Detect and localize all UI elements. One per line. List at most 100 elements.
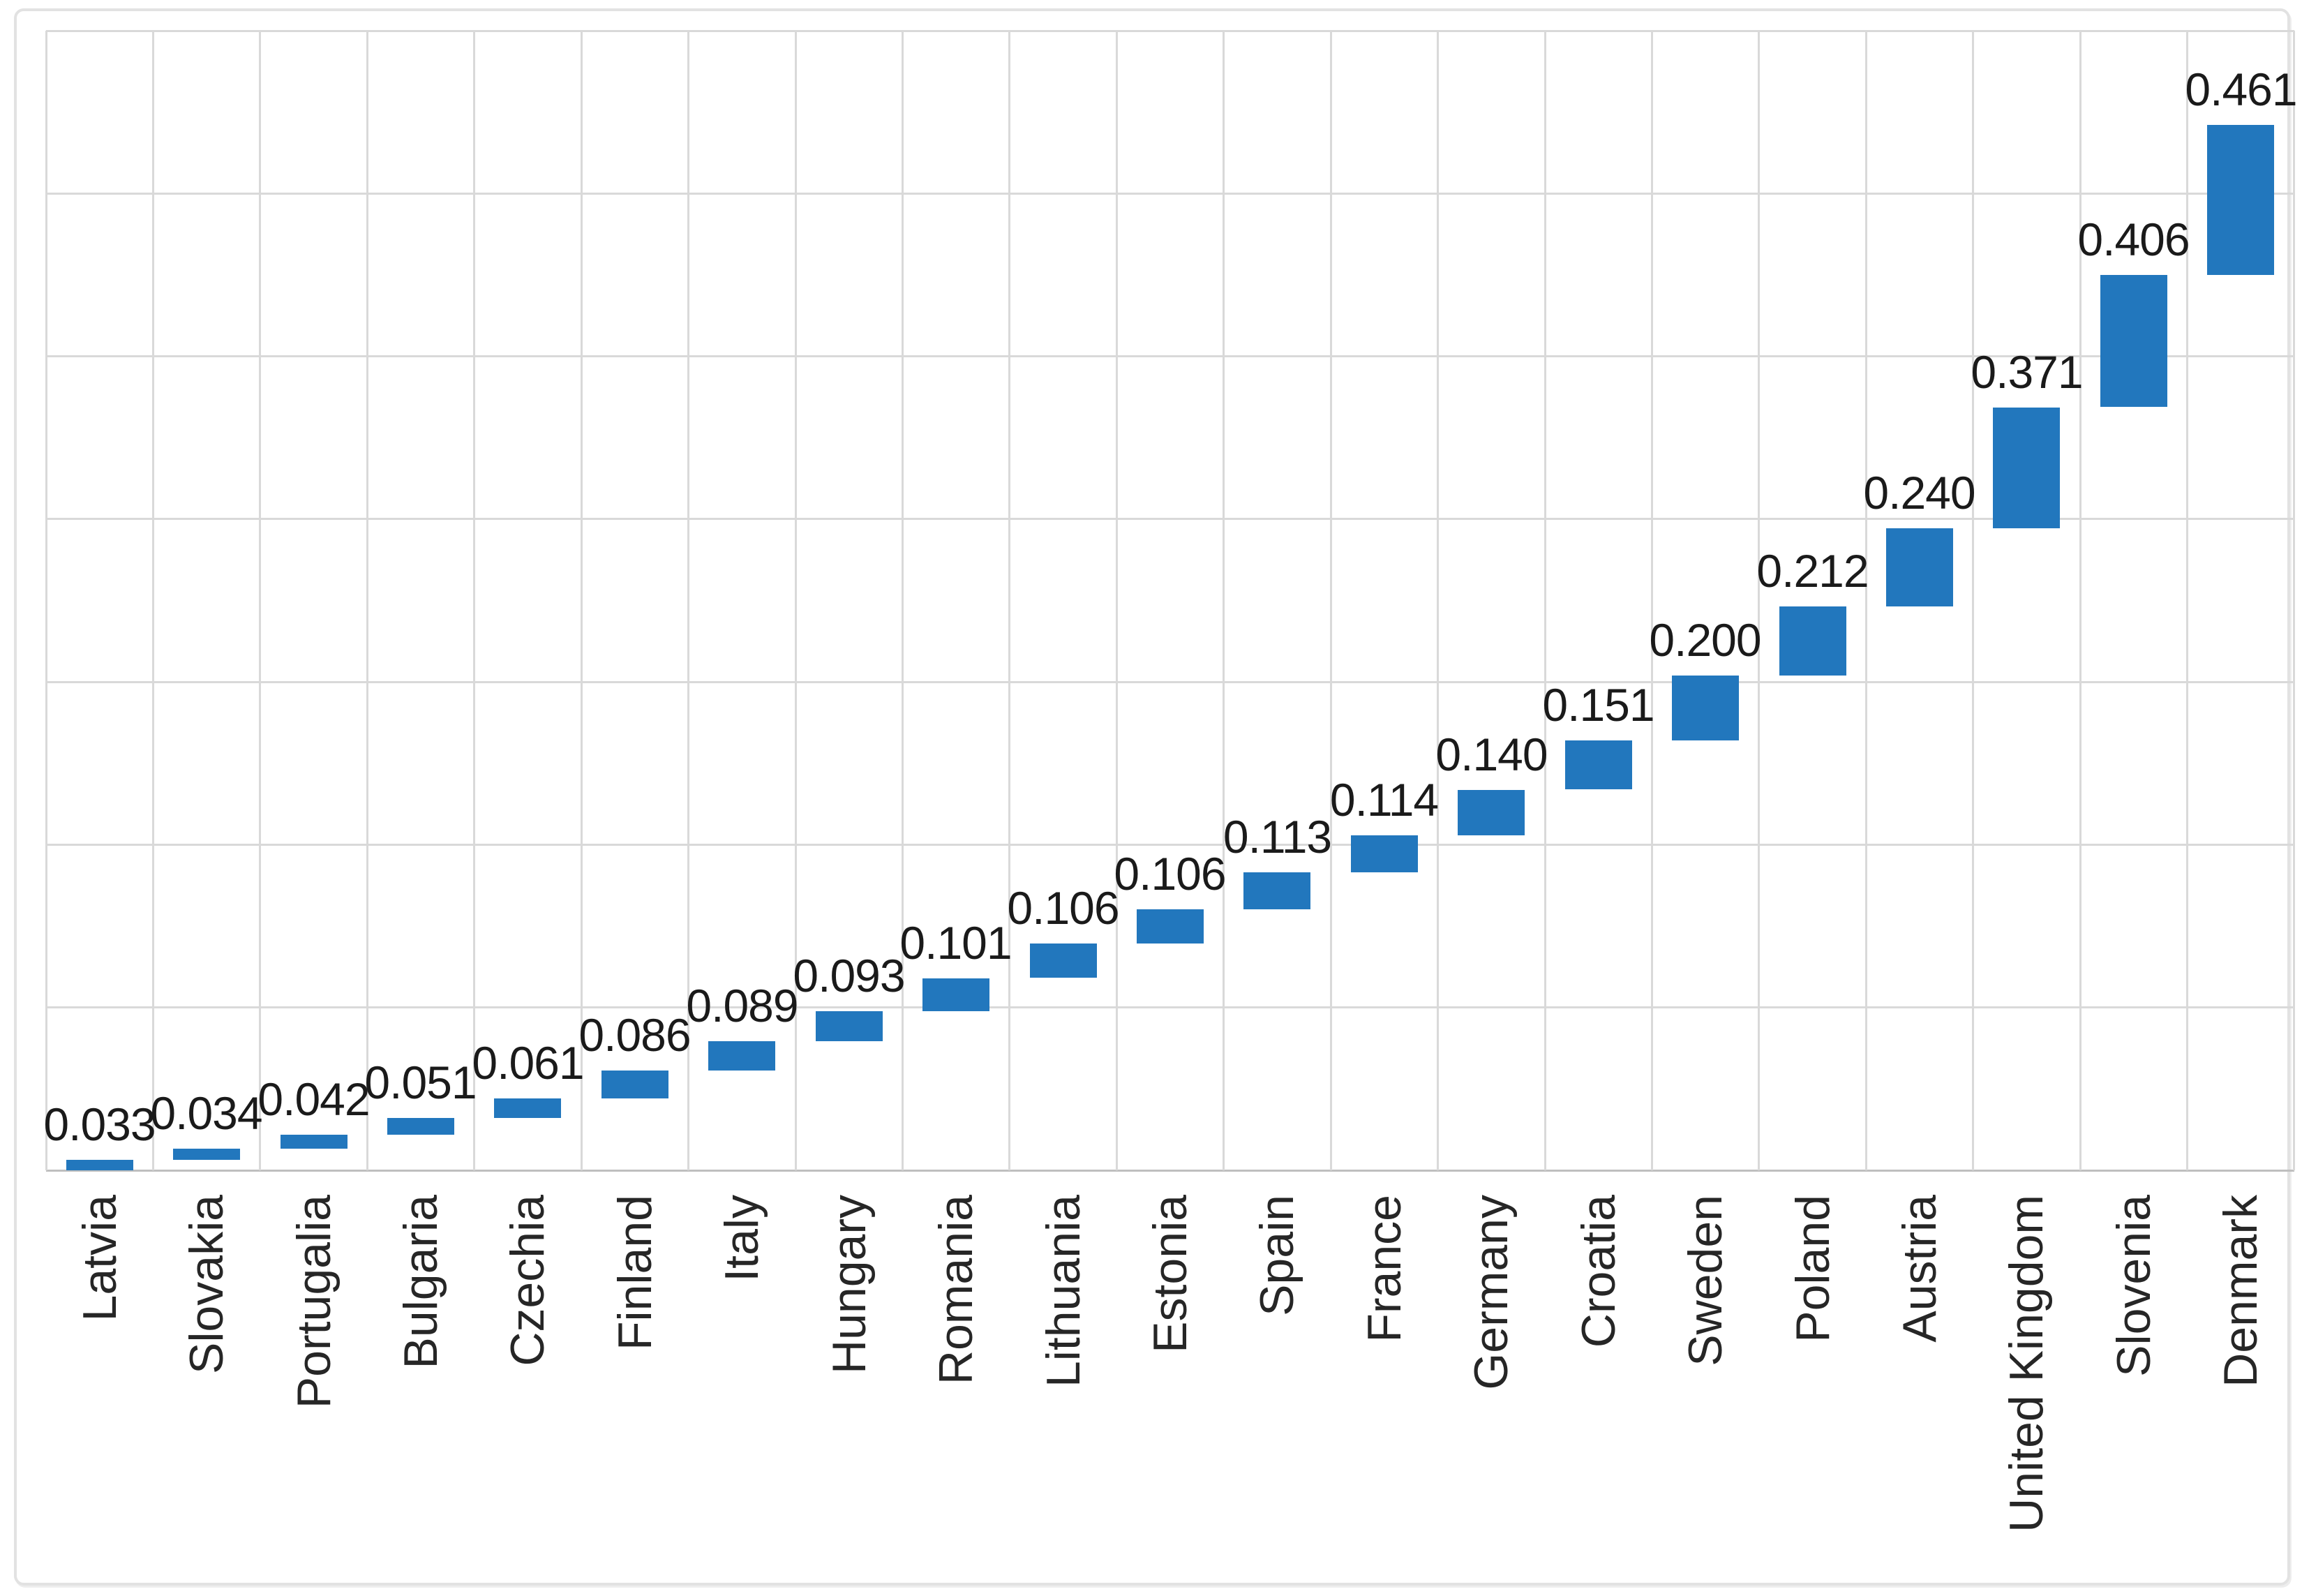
category-label-text: Portugalia	[287, 1195, 341, 1409]
bar-value-label: 0.101	[899, 917, 1012, 969]
category-label: Romania	[927, 1195, 985, 1385]
category-label-text: Romania	[929, 1195, 982, 1385]
gridline-vertical	[2293, 31, 2295, 1170]
category-label: Slovakia	[177, 1195, 236, 1374]
gridline-vertical	[902, 31, 904, 1170]
category-label-text: Bulgaria	[394, 1195, 447, 1369]
gridline-horizontal	[46, 681, 2294, 683]
category-label: Latvia	[70, 1195, 129, 1321]
bar-value-label: 0.240	[1863, 467, 1975, 519]
category-label-text: Lithuania	[1037, 1195, 1090, 1388]
waterfall-bar	[387, 1118, 454, 1135]
gridline-horizontal	[46, 193, 2294, 195]
category-label-text: Croatia	[1572, 1195, 1625, 1348]
gridline-vertical	[366, 31, 368, 1170]
gridline-vertical	[1865, 31, 1867, 1170]
bar-value-label: 0.106	[1114, 848, 1226, 900]
category-label: Poland	[1784, 1195, 1842, 1343]
category-label: Slovenia	[2105, 1195, 2163, 1377]
category-label: Bulgaria	[391, 1195, 450, 1369]
gridline-vertical	[473, 31, 475, 1170]
bar-value-label: 0.151	[1542, 679, 1654, 731]
waterfall-bar	[2207, 125, 2274, 275]
category-label: Finland	[606, 1195, 664, 1350]
category-label-text: Poland	[1786, 1195, 1839, 1343]
waterfall-bar	[708, 1041, 775, 1071]
gridline-horizontal	[46, 518, 2294, 520]
waterfall-bar	[494, 1098, 561, 1118]
gridline-vertical	[1330, 31, 1332, 1170]
category-label: Austria	[1890, 1195, 1949, 1343]
category-label: Estonia	[1141, 1195, 1199, 1353]
gridline-vertical	[1437, 31, 1439, 1170]
waterfall-bar	[1886, 528, 1953, 606]
gridline-vertical	[1544, 31, 1546, 1170]
waterfall-bar	[2100, 275, 2167, 407]
gridline-vertical	[1758, 31, 1760, 1170]
category-label-text: Slovakia	[180, 1195, 233, 1375]
category-label-text: Spain	[1250, 1195, 1303, 1316]
bar-value-label: 0.371	[1971, 346, 2083, 398]
gridline-vertical	[1116, 31, 1118, 1170]
bar-value-label: 0.033	[43, 1098, 156, 1150]
bar-value-label: 0.212	[1756, 545, 1869, 597]
category-label: Czechia	[498, 1195, 557, 1366]
gridline-horizontal	[46, 844, 2294, 846]
waterfall-bar	[816, 1011, 883, 1041]
gridline-vertical	[259, 31, 261, 1170]
category-label-text: France	[1358, 1195, 1411, 1343]
waterfall-bar	[173, 1149, 240, 1160]
gridline-vertical	[795, 31, 797, 1170]
category-label: Sweden	[1676, 1195, 1735, 1366]
category-label: Hungary	[820, 1195, 879, 1374]
waterfall-bar	[1993, 408, 2060, 528]
bar-value-label: 0.106	[1007, 882, 1119, 934]
category-label-text: Estonia	[1144, 1195, 1197, 1353]
gridline-vertical	[581, 31, 583, 1170]
waterfall-bar	[1137, 909, 1204, 944]
bar-value-label: 0.089	[686, 980, 798, 1031]
bar-value-label: 0.200	[1649, 614, 1761, 666]
bar-value-label: 0.086	[578, 1009, 691, 1061]
category-label: France	[1355, 1195, 1414, 1343]
waterfall-bar	[1779, 606, 1846, 676]
category-label: Denmark	[2211, 1195, 2270, 1387]
category-label-text: Czechia	[501, 1195, 554, 1366]
category-label: Germany	[1462, 1195, 1520, 1390]
gridline-vertical	[687, 31, 689, 1170]
category-label: Italy	[712, 1195, 771, 1282]
waterfall-bar	[66, 1160, 133, 1170]
chart-frame	[14, 8, 2290, 1586]
category-label: Spain	[1248, 1195, 1306, 1316]
bar-value-label: 0.051	[364, 1057, 477, 1108]
category-label-text: Latvia	[73, 1195, 126, 1322]
category-label-text: Austria	[1893, 1195, 1946, 1343]
category-label-text: Slovenia	[2107, 1195, 2160, 1377]
category-label-text: United Kingdom	[2000, 1195, 2053, 1532]
waterfall-bar	[1030, 944, 1097, 978]
bar-value-label: 0.034	[150, 1087, 262, 1139]
waterfall-bar	[1672, 676, 1739, 740]
category-label-text: Finland	[608, 1195, 662, 1351]
category-label: United Kingdom	[1997, 1195, 2056, 1532]
category-label-text: Germany	[1465, 1195, 1518, 1390]
bar-value-label: 0.114	[1329, 774, 1439, 826]
bar-value-label: 0.042	[257, 1073, 370, 1125]
gridline-vertical	[2186, 31, 2188, 1170]
gridline-horizontal	[46, 1006, 2294, 1008]
gridline-vertical	[1972, 31, 1974, 1170]
gridline-vertical	[1008, 31, 1010, 1170]
waterfall-bar	[1243, 872, 1310, 909]
category-label: Portugalia	[285, 1195, 343, 1408]
gridline-vertical	[1223, 31, 1225, 1170]
bar-value-label: 0.061	[472, 1037, 584, 1089]
waterfall-bar	[922, 978, 989, 1011]
bar-value-label: 0.406	[2077, 214, 2190, 265]
category-label-text: Italy	[715, 1195, 768, 1282]
waterfall-bar	[1351, 835, 1418, 872]
bar-value-label: 0.113	[1223, 811, 1332, 863]
bar-value-label: 0.461	[2185, 64, 2297, 115]
category-label-text: Sweden	[1679, 1195, 1732, 1366]
category-label: Croatia	[1569, 1195, 1628, 1348]
category-label: Lithuania	[1034, 1195, 1093, 1387]
